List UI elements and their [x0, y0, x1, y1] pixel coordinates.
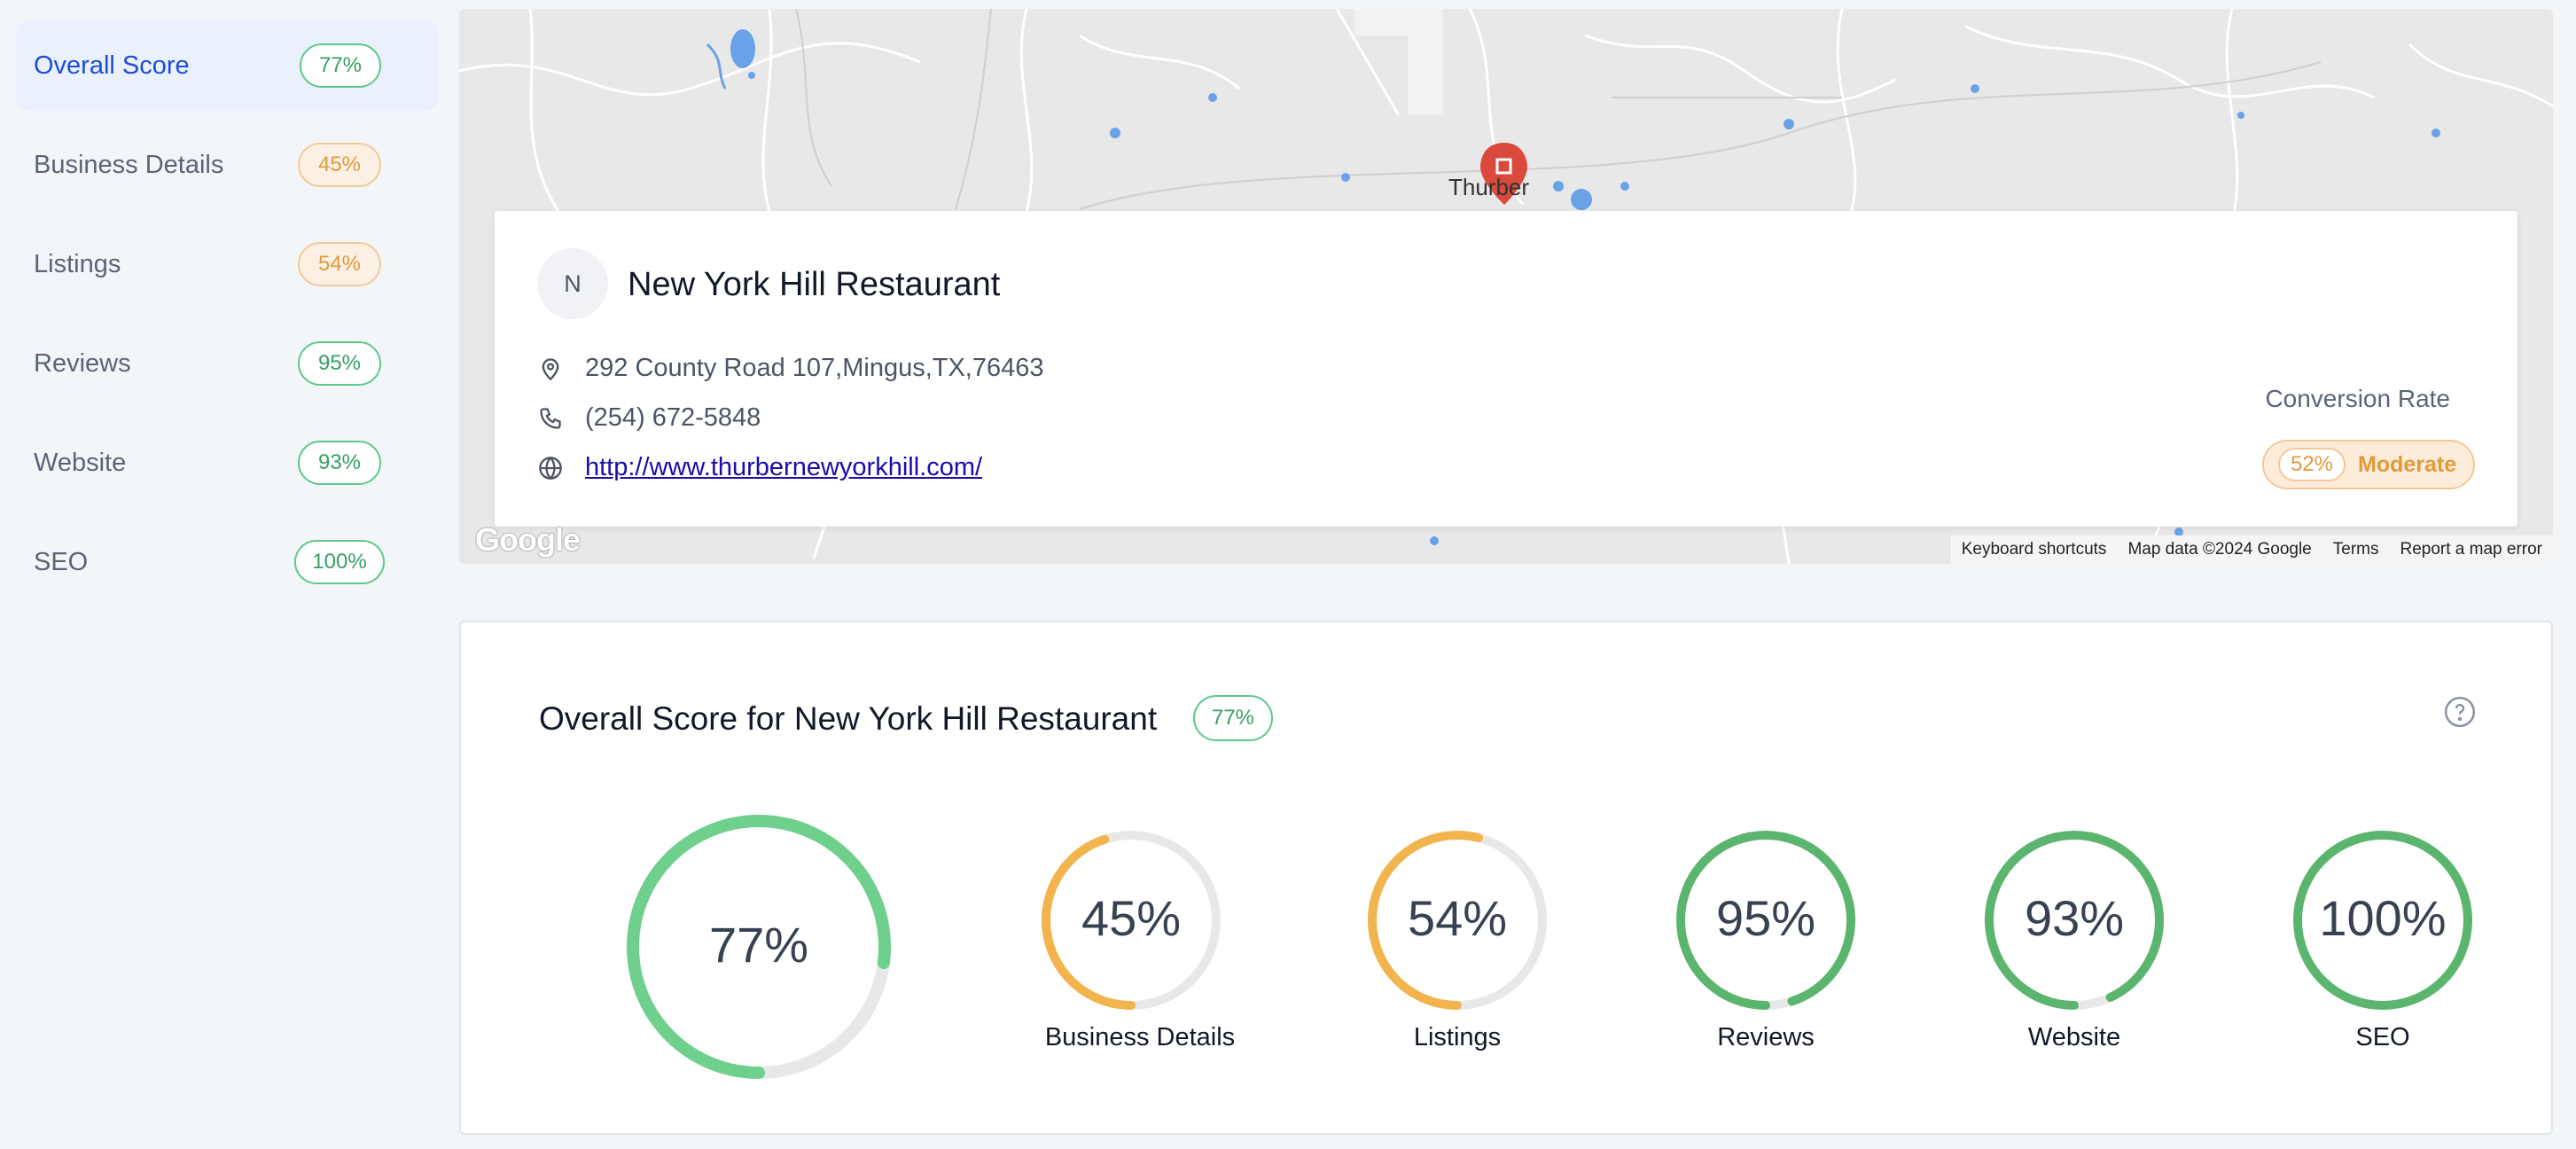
gauge-value: 54%	[1407, 890, 1508, 947]
gauge-label: Reviews	[1717, 1023, 1815, 1051]
conversion-rate-badge: 52% Moderate	[2262, 440, 2475, 489]
business-name: New York Hill Restaurant	[628, 266, 1001, 303]
phone-row: (254) 672-5848	[537, 403, 761, 433]
score-badge: 100%	[294, 540, 385, 584]
business-website-link[interactable]: http://www.thurbernewyorkhill.com/	[585, 453, 983, 481]
score-gauge-seo: 100%	[2289, 826, 2477, 1014]
map-attribution-bar: Keyboard shortcuts Map data ©2024 Google…	[1950, 535, 2553, 564]
gauge-arc	[627, 815, 891, 1079]
gauge-label: Business Details	[1044, 1023, 1236, 1051]
sidebar-item-reviews[interactable]: Reviews 95%	[16, 318, 438, 409]
sidebar-item-label: Overall Score	[34, 51, 190, 80]
score-gauge-listings: 54%	[1363, 826, 1551, 1014]
globe-icon	[537, 455, 564, 481]
conversion-rate-level: Moderate	[2358, 451, 2457, 477]
business-address: 292 County Road 107,Mingus,TX,76463	[585, 354, 1044, 382]
avatar: N	[537, 248, 608, 319]
report-map-error-link[interactable]: Report a map error	[2400, 540, 2542, 559]
address-row: 292 County Road 107,Mingus,TX,76463	[537, 354, 1044, 383]
score-badge: 54%	[298, 242, 381, 286]
terms-link[interactable]: Terms	[2332, 540, 2379, 559]
map-place-label: Thurber	[1448, 174, 1530, 200]
score-gauge-business-details: 45%	[1037, 826, 1225, 1014]
gauge-arc	[2293, 831, 2472, 1010]
sidebar-item-overall-score[interactable]: Overall Score 77%	[16, 20, 438, 111]
business-info-card: N New York Hill Restaurant 292 County Ro…	[495, 211, 2517, 527]
gauge-value: 100%	[2319, 890, 2447, 947]
help-circle-icon[interactable]	[2443, 695, 2477, 729]
website-row: http://www.thurbernewyorkhill.com/	[537, 453, 982, 482]
gauge-arc	[1985, 831, 2164, 1010]
score-gauge-overall: 77%	[621, 809, 897, 1085]
gauge-arc	[1368, 831, 1547, 1010]
gauge-value: 95%	[1715, 890, 1816, 947]
sidebar-item-label: Listings	[34, 249, 121, 278]
map-pin-marker	[1480, 143, 1527, 205]
score-gauge-website: 93%	[1980, 826, 2168, 1014]
business-phone: (254) 672-5848	[585, 403, 761, 432]
map-pin-icon	[537, 356, 564, 382]
sidebar-item-website[interactable]: Website 93%	[16, 418, 438, 508]
sidebar-item-label: Website	[34, 448, 127, 477]
sidebar-item-business-details[interactable]: Business Details 45%	[16, 120, 438, 210]
overall-score-title: Overall Score for New York Hill Restaura…	[539, 700, 1158, 737]
business-map[interactable]: Thurber N New York Hill Restaurant 292 C…	[459, 9, 2553, 564]
gauge-arc	[1676, 831, 1855, 1010]
map-data-text: Map data ©2024 Google	[2127, 540, 2312, 559]
keyboard-shortcuts-link[interactable]: Keyboard shortcuts	[1961, 540, 2107, 559]
score-badge: 45%	[298, 143, 381, 187]
gauge-value: 77%	[708, 917, 809, 973]
sidebar-item-seo[interactable]: SEO 100%	[16, 517, 438, 607]
gauge-label: Listings	[1413, 1023, 1502, 1051]
google-logo: Google	[475, 521, 581, 558]
score-badge: 77%	[300, 43, 381, 88]
gauge-label: Website	[2027, 1023, 2121, 1051]
gauge-label: SEO	[2355, 1023, 2410, 1051]
gauge-value: 45%	[1081, 890, 1182, 947]
score-gauge-reviews: 95%	[1672, 826, 1860, 1014]
sidebar-item-label: Reviews	[34, 348, 131, 378]
phone-icon	[537, 405, 564, 432]
sidebar: Overall Score 77% Business Details 45% L…	[0, 0, 443, 1149]
sidebar-item-listings[interactable]: Listings 54%	[16, 219, 438, 309]
score-badge: 95%	[298, 341, 381, 386]
overall-score-badge: 77%	[1193, 695, 1273, 741]
sidebar-item-label: Business Details	[34, 150, 224, 179]
gauge-value: 93%	[2024, 890, 2125, 947]
conversion-rate-title: Conversion Rate	[2265, 385, 2450, 412]
sidebar-item-label: SEO	[34, 547, 89, 576]
conversion-rate-percent: 52%	[2278, 448, 2346, 481]
gauge-arc	[1042, 831, 1221, 1010]
score-badge: 93%	[298, 441, 381, 485]
overall-score-card: Overall Score for New York Hill Restaura…	[459, 621, 2553, 1135]
